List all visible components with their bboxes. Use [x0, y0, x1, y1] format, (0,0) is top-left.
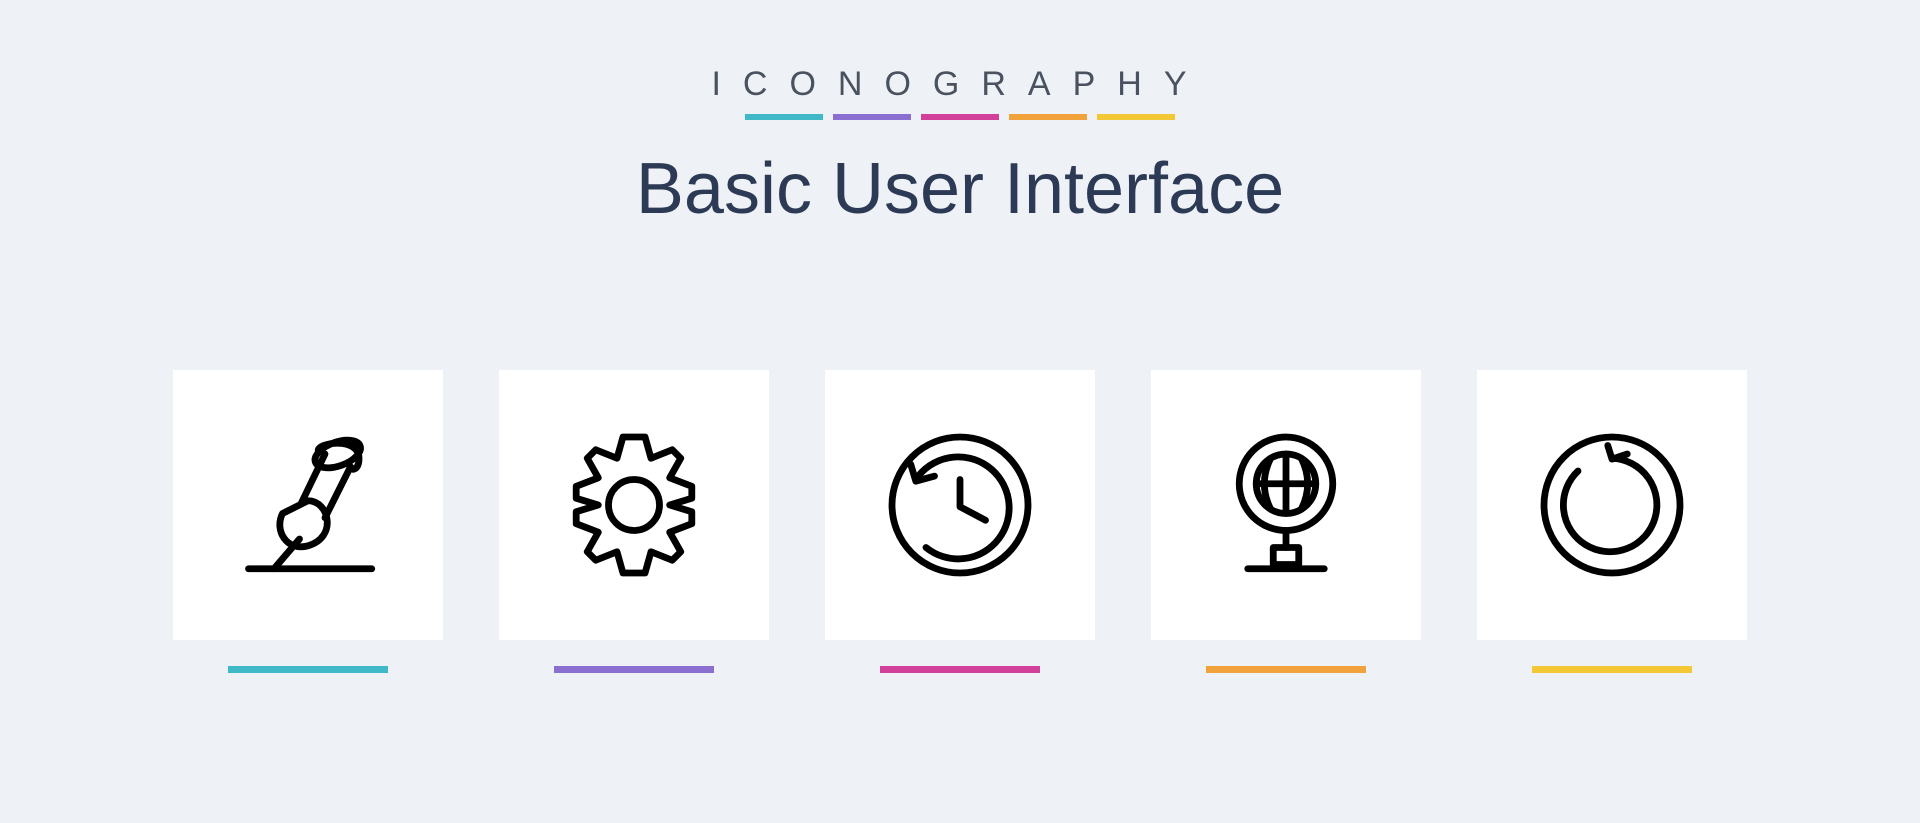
header: ICONOGRAPHY — [0, 0, 1920, 120]
page-title: Basic User Interface — [0, 148, 1920, 230]
icon-card-gear — [499, 370, 769, 673]
gear-icon — [499, 370, 769, 640]
pin-icon — [173, 370, 443, 640]
icon-card-history — [825, 370, 1095, 673]
card-underline — [554, 666, 714, 673]
bar-2 — [833, 114, 911, 120]
bar-1 — [745, 114, 823, 120]
bar-4 — [1009, 114, 1087, 120]
icon-card-globe — [1151, 370, 1421, 673]
card-underline — [1532, 666, 1692, 673]
card-underline — [880, 666, 1040, 673]
bar-3 — [921, 114, 999, 120]
refresh-icon — [1477, 370, 1747, 640]
card-underline — [1206, 666, 1366, 673]
card-underline — [228, 666, 388, 673]
icon-card-refresh — [1477, 370, 1747, 673]
icon-card-pin — [173, 370, 443, 673]
brand-text: ICONOGRAPHY — [0, 65, 1920, 104]
globe-icon — [1151, 370, 1421, 640]
history-icon — [825, 370, 1095, 640]
bar-5 — [1097, 114, 1175, 120]
icons-row — [0, 370, 1920, 673]
brand-color-bars — [0, 114, 1920, 120]
